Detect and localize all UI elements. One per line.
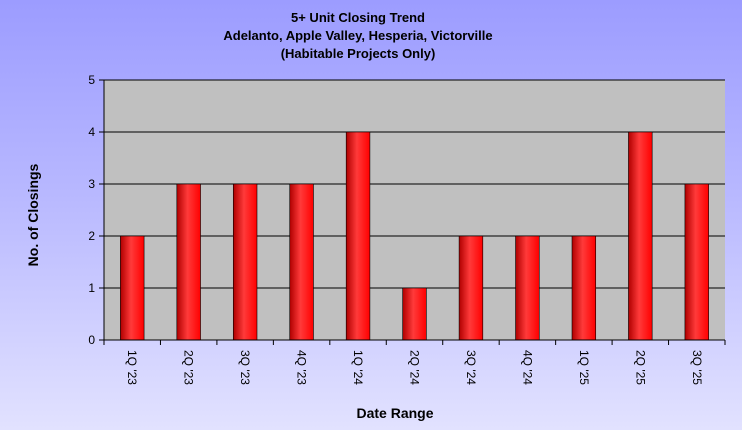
x-tick-label: 1Q '25 [577, 350, 591, 385]
x-axis-ticks: 1Q '23 2Q '23 3Q '23 4Q '23 1Q '24 2Q '24 3Q '… [103, 340, 726, 385]
x-tick-label: 4Q '23 [295, 350, 309, 385]
x-axis-title: Date Range [356, 405, 433, 421]
bar [571, 235, 597, 341]
y-tick-label: 0 [88, 333, 95, 347]
x-tick-label: 1Q '23 [125, 350, 139, 385]
bar [345, 131, 371, 341]
chart-title-line-2: Adelanto, Apple Valley, Hesperia, Victor… [223, 28, 492, 43]
chart-title-line-1: 5+ Unit Closing Trend [291, 10, 425, 25]
bar [232, 183, 258, 341]
bar [120, 235, 145, 341]
x-tick-label: 3Q '24 [464, 350, 478, 385]
bar [289, 183, 314, 341]
y-tick-label: 3 [88, 177, 95, 191]
bar [628, 131, 653, 341]
x-tick-label: 3Q '25 [690, 350, 704, 385]
chart-title-line-3: (Habitable Projects Only) [281, 46, 436, 61]
y-tick-label: 1 [88, 281, 95, 295]
x-tick-label: 3Q '23 [238, 350, 252, 385]
y-tick-label: 4 [88, 125, 95, 139]
y-axis-title: No. of Closings [25, 163, 41, 266]
y-tick-label: 5 [88, 73, 95, 87]
x-tick-label: 4Q '24 [520, 350, 534, 385]
bar [458, 235, 484, 341]
x-tick-label: 2Q '25 [633, 350, 647, 385]
y-axis-ticks: 0 1 2 3 4 5 [88, 73, 104, 347]
gridlines [104, 79, 725, 289]
bar [515, 235, 540, 341]
x-tick-label: 1Q '24 [351, 350, 365, 385]
bar [176, 183, 201, 341]
bar [402, 287, 427, 341]
y-tick-label: 2 [88, 229, 95, 243]
x-tick-label: 2Q '23 [182, 350, 196, 385]
x-tick-label: 2Q '24 [408, 350, 422, 385]
bar [684, 183, 709, 341]
